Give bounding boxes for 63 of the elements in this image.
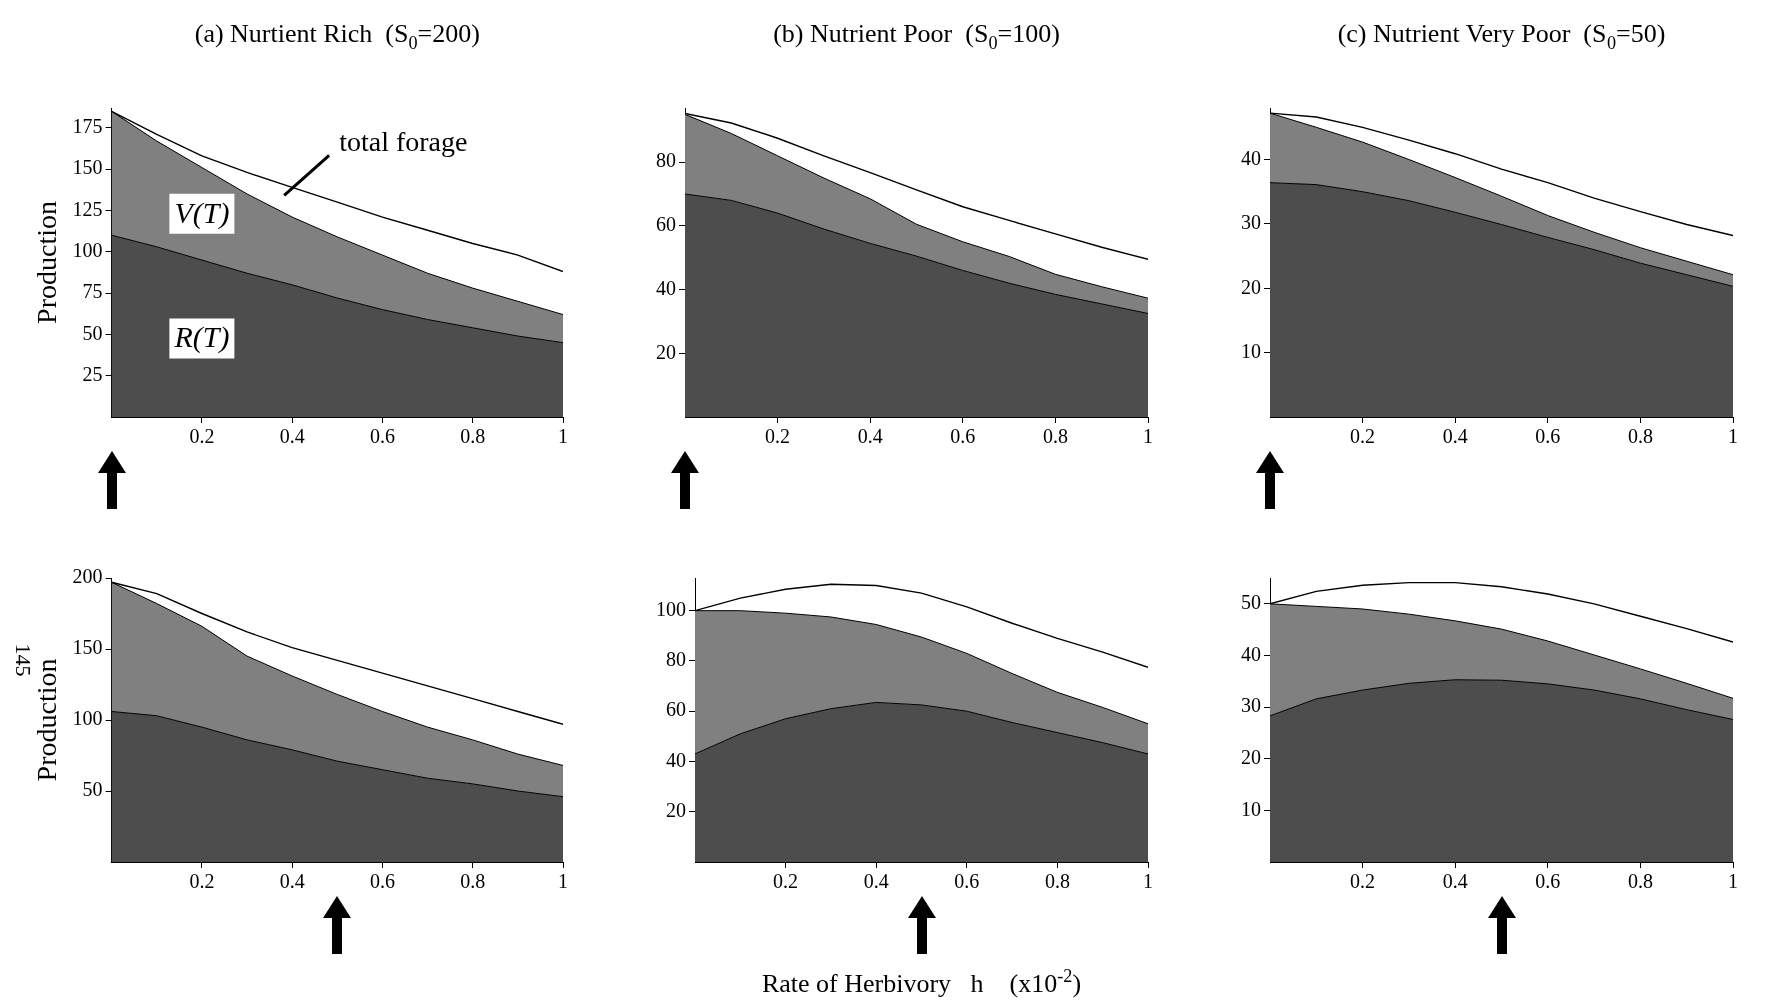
x-tick-label: 0.4 [857, 425, 883, 448]
x-tick-label: 1 [1728, 870, 1738, 893]
y-tick-label: 40 [1241, 642, 1261, 665]
x-tick-label: 1 [558, 870, 568, 893]
x-tick-label: 0.4 [279, 425, 305, 448]
x-tick-label: 0.2 [189, 870, 215, 893]
y-tick-label: 150 [72, 636, 103, 659]
y-tick-label: 60 [656, 213, 676, 236]
y-tick-label: 40 [656, 276, 676, 299]
y-tick-label: 60 [666, 698, 686, 721]
y-tick-label: 75 [82, 280, 103, 303]
x-tick-label: 0.2 [1350, 425, 1376, 448]
x-tick-label: 0.4 [863, 870, 889, 893]
x-tick-label: 0.2 [773, 870, 799, 893]
x-tick-label: 0.8 [1042, 425, 1068, 448]
x-tick-label: 1 [1143, 425, 1153, 448]
y-tick-label: 20 [666, 798, 686, 821]
x-tick-label: 0.6 [369, 425, 395, 448]
x-tick-label: 0.6 [954, 870, 980, 893]
y-tick-label: 150 [72, 156, 103, 179]
y-tick-label: 30 [1241, 694, 1261, 717]
y-tick-label: 10 [1241, 797, 1261, 820]
y-tick-label: 40 [666, 748, 686, 771]
series-label: V(T) [174, 195, 230, 230]
x-tick-label: 0.6 [950, 425, 976, 448]
x-tick-label: 0.8 [1627, 425, 1653, 448]
y-tick-label: 80 [656, 149, 676, 172]
x-tick-label: 0.8 [460, 425, 486, 448]
y-tick-label: 50 [1241, 591, 1261, 614]
x-tick-label: 0.8 [1044, 870, 1070, 893]
y-axis-title: Production [31, 201, 63, 324]
y-tick-label: 50 [82, 778, 103, 801]
y-tick-label: 10 [1241, 339, 1261, 362]
y-tick-label: 125 [72, 197, 103, 220]
y-tick-label: 80 [666, 648, 686, 671]
y-tick-label: 25 [82, 362, 103, 385]
y-tick-label: 100 [72, 239, 103, 262]
x-tick-label: 0.2 [189, 425, 215, 448]
y-tick-label: 100 [656, 597, 686, 620]
y-tick-label: 20 [1241, 275, 1261, 298]
x-tick-label: 1 [1728, 425, 1738, 448]
x-tick-label: 0.6 [1535, 870, 1561, 893]
x-tick-label: 0.4 [279, 870, 305, 893]
x-tick-label: 0.2 [765, 425, 791, 448]
series-label: R(T) [173, 320, 230, 355]
x-tick-label: 0.2 [1350, 870, 1376, 893]
x-tick-label: 0.8 [1627, 870, 1653, 893]
y-tick-label: 20 [656, 340, 676, 363]
series-label: total forage [339, 125, 468, 157]
x-tick-label: 0.4 [1442, 870, 1468, 893]
x-tick-label: 1 [558, 425, 568, 448]
y-tick-label: 30 [1241, 211, 1261, 234]
x-tick-label: 0.6 [369, 870, 395, 893]
x-tick-label: 0.4 [1442, 425, 1468, 448]
y-tick-label: 200 [72, 565, 103, 588]
y-tick-label: 175 [72, 115, 103, 138]
y-tick-label: 40 [1241, 146, 1261, 169]
y-tick-label: 20 [1241, 745, 1261, 768]
y-tick-label: 100 [72, 707, 103, 730]
x-tick-label: 1 [1143, 870, 1153, 893]
y-tick-label: 50 [82, 321, 103, 344]
x-tick-label: 0.8 [460, 870, 486, 893]
x-tick-label: 0.6 [1535, 425, 1561, 448]
